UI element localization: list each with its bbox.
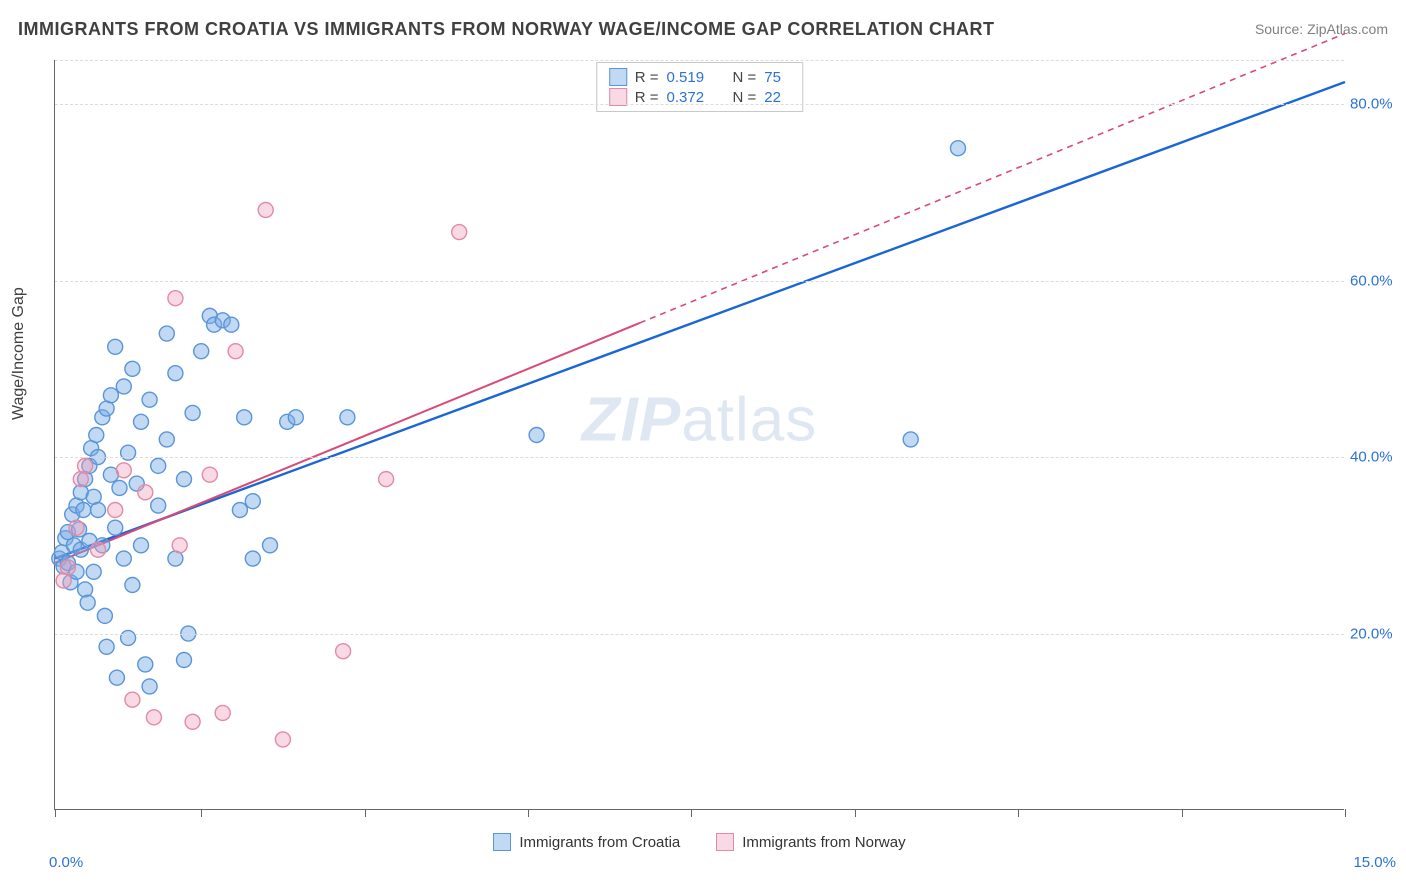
y-tick-label: 80.0%: [1350, 96, 1400, 113]
legend-correlation-row: R = 0.519 N = 75: [609, 67, 791, 87]
x-tick-mark: [1018, 809, 1019, 817]
x-tick-mark: [365, 809, 366, 817]
x-tick-mark: [855, 809, 856, 817]
y-axis-label: Wage/Income Gap: [10, 287, 28, 420]
x-tick-mark: [201, 809, 202, 817]
x-tick-mark: [1182, 809, 1183, 817]
chart-title: IMMIGRANTS FROM CROATIA VS IMMIGRANTS FR…: [18, 19, 995, 40]
legend-item: Immigrants from Croatia: [493, 833, 680, 851]
legend-label: Immigrants from Norway: [742, 834, 905, 851]
r-value: 0.519: [667, 69, 719, 86]
plot-svg: [55, 60, 1344, 809]
source-label: Source: ZipAtlas.com: [1255, 21, 1388, 37]
gridline-h: [55, 634, 1344, 635]
x-tick-mark: [691, 809, 692, 817]
n-label: N =: [733, 69, 757, 86]
gridline-h: [55, 104, 1344, 105]
n-value: 75: [764, 69, 790, 86]
x-tick-mark: [1345, 809, 1346, 817]
legend-swatch: [493, 833, 511, 851]
r-value: 0.372: [667, 89, 719, 106]
n-value: 22: [764, 89, 790, 106]
x-tick-mark: [55, 809, 56, 817]
y-tick-label: 20.0%: [1350, 625, 1400, 642]
n-label: N =: [733, 89, 757, 106]
legend-label: Immigrants from Croatia: [519, 834, 680, 851]
r-label: R =: [635, 69, 659, 86]
legend-series: Immigrants from Croatia Immigrants from N…: [55, 833, 1344, 851]
gridline-h: [55, 457, 1344, 458]
legend-item: Immigrants from Norway: [716, 833, 905, 851]
y-tick-label: 60.0%: [1350, 272, 1400, 289]
x-tick-label: 0.0%: [49, 854, 83, 871]
gridline-h: [55, 281, 1344, 282]
r-label: R =: [635, 89, 659, 106]
legend-swatch: [609, 68, 627, 86]
legend-swatch: [716, 833, 734, 851]
plot-area: ZIPatlas R =0.519N =75R =0.372N =22 Immi…: [54, 60, 1344, 810]
gridline-h: [55, 60, 1344, 61]
y-tick-label: 40.0%: [1350, 449, 1400, 466]
x-tick-label: 15.0%: [1353, 854, 1396, 871]
x-tick-mark: [528, 809, 529, 817]
